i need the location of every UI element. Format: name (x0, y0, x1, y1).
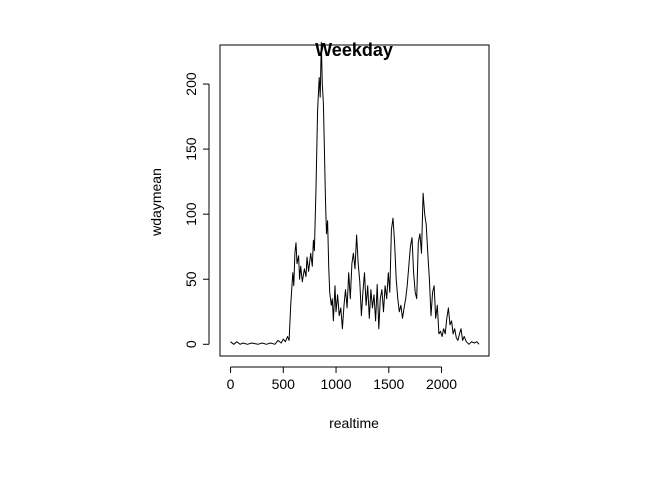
y-tick-label: 0 (183, 340, 199, 348)
x-axis: 0 500 1000 1500 2000 (227, 366, 457, 392)
x-tick-label: 1500 (373, 376, 404, 392)
y-axis: 0 50 100 150 200 (183, 72, 210, 348)
x-axis-label: realtime (329, 415, 379, 431)
series-line (230, 41, 480, 345)
x-tick-label: 500 (272, 376, 296, 392)
y-tick-label: 150 (183, 137, 199, 161)
y-tick-label: 50 (183, 271, 199, 287)
x-tick-label: 1000 (320, 376, 351, 392)
y-axis-label: wdaymean (148, 168, 164, 237)
y-tick-label: 100 (183, 202, 199, 226)
chart-title: Weekday (315, 40, 393, 60)
y-tick-label: 200 (183, 72, 199, 96)
plot-frame (219, 44, 490, 357)
series-layer (230, 41, 480, 345)
x-tick-label: 2000 (426, 376, 457, 392)
x-tick-label: 0 (227, 376, 235, 392)
